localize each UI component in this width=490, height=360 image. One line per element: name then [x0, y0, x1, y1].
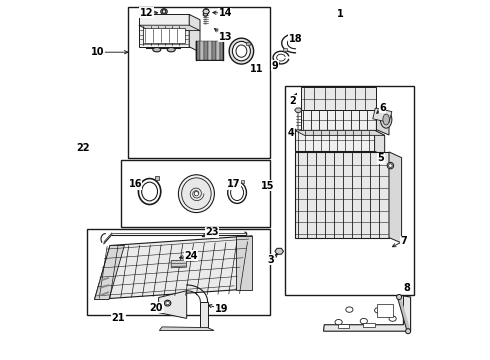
- Polygon shape: [196, 41, 200, 60]
- Text: 17: 17: [227, 179, 240, 189]
- Polygon shape: [323, 296, 411, 331]
- Polygon shape: [171, 260, 187, 268]
- Ellipse shape: [194, 192, 198, 196]
- Text: 18: 18: [289, 34, 302, 44]
- Polygon shape: [82, 144, 90, 148]
- Ellipse shape: [164, 300, 171, 306]
- Ellipse shape: [178, 175, 215, 212]
- Text: 21: 21: [112, 312, 125, 323]
- Text: 9: 9: [271, 60, 278, 71]
- Ellipse shape: [236, 45, 247, 57]
- Ellipse shape: [231, 185, 244, 201]
- Text: 22: 22: [76, 143, 90, 153]
- Polygon shape: [220, 41, 223, 60]
- Ellipse shape: [203, 13, 208, 16]
- Polygon shape: [389, 152, 402, 243]
- Ellipse shape: [166, 302, 170, 305]
- Text: 6: 6: [379, 103, 386, 113]
- Text: 3: 3: [268, 255, 274, 265]
- Ellipse shape: [374, 307, 382, 313]
- Polygon shape: [155, 176, 159, 180]
- Polygon shape: [139, 14, 189, 47]
- Polygon shape: [208, 41, 212, 60]
- Text: 12: 12: [140, 8, 153, 18]
- Polygon shape: [283, 48, 288, 51]
- Ellipse shape: [142, 182, 157, 201]
- Polygon shape: [121, 160, 270, 227]
- Polygon shape: [301, 110, 376, 130]
- Polygon shape: [376, 110, 389, 135]
- Ellipse shape: [396, 294, 402, 300]
- Polygon shape: [374, 130, 385, 156]
- Ellipse shape: [182, 178, 211, 210]
- Text: 23: 23: [205, 227, 219, 237]
- Polygon shape: [189, 14, 200, 52]
- Polygon shape: [159, 327, 214, 330]
- Polygon shape: [301, 87, 376, 110]
- Polygon shape: [196, 41, 223, 60]
- Ellipse shape: [276, 249, 282, 254]
- Polygon shape: [294, 108, 302, 112]
- Polygon shape: [275, 248, 284, 254]
- Ellipse shape: [161, 9, 167, 14]
- Ellipse shape: [203, 9, 209, 14]
- Ellipse shape: [162, 10, 166, 13]
- Ellipse shape: [387, 162, 393, 169]
- Ellipse shape: [139, 179, 161, 204]
- Polygon shape: [294, 130, 374, 151]
- Polygon shape: [216, 41, 220, 60]
- Text: 24: 24: [184, 251, 198, 261]
- Text: 2: 2: [290, 96, 296, 106]
- Ellipse shape: [383, 114, 390, 125]
- Text: 7: 7: [400, 236, 407, 246]
- Ellipse shape: [228, 182, 246, 203]
- Text: 13: 13: [219, 32, 232, 42]
- Polygon shape: [294, 152, 389, 238]
- Text: 14: 14: [219, 8, 232, 18]
- Text: 19: 19: [215, 304, 228, 314]
- Polygon shape: [285, 86, 414, 295]
- Text: 20: 20: [149, 303, 163, 313]
- Ellipse shape: [153, 48, 161, 52]
- Text: 1: 1: [337, 9, 344, 19]
- Polygon shape: [204, 41, 208, 60]
- Polygon shape: [128, 7, 270, 158]
- Polygon shape: [377, 304, 392, 317]
- Polygon shape: [144, 28, 185, 43]
- Polygon shape: [363, 323, 374, 327]
- Polygon shape: [95, 236, 252, 300]
- Ellipse shape: [335, 320, 342, 325]
- Polygon shape: [200, 41, 204, 60]
- Ellipse shape: [360, 318, 368, 324]
- Text: 4: 4: [287, 128, 294, 138]
- Ellipse shape: [229, 38, 254, 64]
- Polygon shape: [159, 291, 187, 318]
- Polygon shape: [95, 246, 124, 300]
- Polygon shape: [200, 302, 208, 328]
- Text: 10: 10: [91, 47, 105, 57]
- Ellipse shape: [167, 48, 175, 52]
- Ellipse shape: [389, 164, 392, 167]
- Text: 11: 11: [250, 64, 264, 74]
- Polygon shape: [241, 180, 245, 183]
- Polygon shape: [139, 25, 200, 31]
- Polygon shape: [236, 236, 252, 290]
- Polygon shape: [203, 10, 209, 13]
- Text: 8: 8: [404, 283, 411, 293]
- Polygon shape: [338, 324, 349, 328]
- Ellipse shape: [232, 41, 250, 61]
- Polygon shape: [245, 42, 250, 45]
- Polygon shape: [87, 229, 270, 315]
- Ellipse shape: [346, 307, 353, 312]
- Polygon shape: [212, 41, 216, 60]
- Ellipse shape: [389, 316, 396, 321]
- Polygon shape: [294, 130, 385, 135]
- Text: 16: 16: [128, 179, 142, 189]
- Polygon shape: [373, 108, 392, 122]
- Text: 5: 5: [378, 153, 385, 163]
- Ellipse shape: [406, 329, 411, 334]
- Ellipse shape: [380, 111, 392, 128]
- Text: 15: 15: [261, 181, 274, 191]
